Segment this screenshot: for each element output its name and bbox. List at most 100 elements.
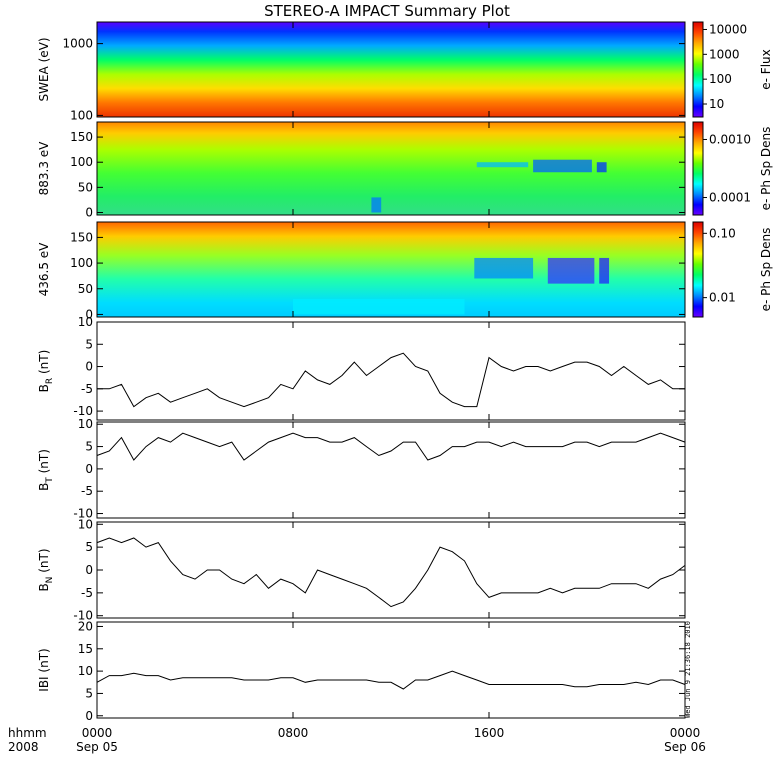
y-axis-label-sub: T	[45, 477, 55, 484]
y-tick-label: 100	[70, 155, 93, 169]
x-tick-sublabel: Sep 05	[76, 740, 118, 754]
panel-frame	[96, 521, 686, 619]
y-axis-label: 883.3 eV	[37, 141, 51, 196]
heatmap-patch	[476, 162, 529, 168]
panel-4: -10 -5 0 5 10 BR (nT)	[37, 315, 686, 421]
series-line	[96, 432, 686, 461]
y-axis-label-main: 883.3 eV	[37, 141, 51, 196]
series-line	[96, 537, 686, 608]
y-tick-label: 0	[85, 462, 93, 476]
y-tick-label: 5	[85, 440, 93, 454]
y-tick-label: 10	[78, 517, 93, 531]
panel-2: 0.0001 0.0010 e- Ph Sp Dens 0 50 100 150 883.3 …	[37, 121, 773, 219]
y-tick-label: 100	[70, 108, 93, 122]
panel-frame	[96, 421, 686, 519]
y-tick-label: -5	[81, 382, 93, 396]
y-axis-label: SWEA (eV)	[37, 37, 51, 101]
y-tick-label: 5	[85, 337, 93, 351]
y-axis-label-unit: (nT)	[37, 548, 51, 576]
time-axis-row-label: 2008	[8, 740, 39, 754]
y-axis-label: 436.5 eV	[37, 242, 51, 297]
x-tick-label: 0000	[82, 726, 113, 740]
y-axis-label-main: B	[37, 583, 51, 591]
x-tick-label: 1600	[474, 726, 505, 740]
heatmap-patch	[547, 257, 595, 284]
colorbar-label: e- Ph Sp Dens	[759, 228, 773, 312]
y-axis-label-main: B	[37, 384, 51, 392]
y-tick-label: 5	[85, 540, 93, 554]
colorbar	[692, 221, 704, 318]
colorbar-tick-label: 0.0001	[709, 191, 751, 205]
heatmap-patch	[599, 257, 610, 284]
y-tick-label: 0	[85, 360, 93, 374]
y-axis-label: BT (nT)	[37, 449, 55, 491]
y-axis-label-sub: R	[45, 378, 55, 384]
y-axis-label-unit: (nT)	[37, 648, 51, 676]
panel-frame	[96, 321, 686, 421]
y-tick-label: 150	[70, 130, 93, 144]
x-tick-label: 0800	[278, 726, 309, 740]
y-tick-label: -10	[73, 507, 93, 521]
y-tick-label: 150	[70, 230, 93, 244]
y-tick-label: 5	[85, 686, 93, 700]
heatmap-patch	[371, 197, 382, 213]
panel-7: 0 5 10 15 20 IBI (nT)	[37, 619, 686, 723]
y-tick-label: -5	[81, 586, 93, 600]
y-tick-label: -5	[81, 484, 93, 498]
colorbar-tick-label: 100	[709, 72, 732, 86]
y-tick-label: 50	[78, 282, 93, 296]
y-tick-label: -10	[73, 609, 93, 623]
y-tick-label: 1000	[62, 37, 93, 51]
y-axis-label-sub: N	[45, 577, 55, 584]
colorbar-label: e- Flux	[759, 49, 773, 89]
y-axis-label: IBI (nT)	[37, 648, 51, 691]
heatmap-patch	[533, 159, 592, 173]
series-line	[96, 670, 686, 690]
y-tick-label: -10	[73, 404, 93, 418]
heatmap-patch	[293, 299, 465, 315]
colorbar-tick-label: 1000	[709, 47, 740, 61]
y-axis-label-main: SWEA (eV)	[37, 37, 51, 101]
panel-frame	[96, 221, 686, 318]
y-axis-label-main: B	[37, 483, 51, 491]
y-tick-label: 50	[78, 180, 93, 194]
y-tick-label: 0	[85, 709, 93, 723]
panel-3: 0.01 0.10 e- Ph Sp Dens 0 50 100 150 436.5 eV	[37, 221, 773, 321]
y-tick-label: 0	[85, 205, 93, 219]
colorbar	[692, 21, 704, 118]
colorbar-tick-label: 0.0010	[709, 132, 751, 146]
y-tick-label: 15	[78, 642, 93, 656]
heatmap-patch	[474, 257, 534, 279]
colorbar-label: e- Ph Sp Dens	[759, 127, 773, 211]
y-tick-label: 100	[70, 256, 93, 270]
y-tick-label: 10	[78, 315, 93, 329]
colorbar-tick-label: 10000	[709, 22, 747, 36]
y-axis-label-unit: (nT)	[37, 350, 51, 378]
heatmap-patch	[596, 162, 607, 173]
panel-frame	[96, 621, 686, 719]
panel-frame	[96, 21, 686, 118]
panel-frame	[96, 121, 686, 216]
y-tick-label: 10	[78, 664, 93, 678]
y-axis-label-main: IBI	[37, 676, 51, 691]
x-tick-sublabel: Sep 06	[664, 740, 706, 754]
panel-6: -10 -5 0 5 10 BN (nT)	[37, 517, 686, 623]
y-axis-label-unit: (nT)	[37, 449, 51, 477]
series-line	[97, 352, 685, 408]
heatmap-fill	[97, 22, 685, 117]
colorbar-tick-label: 0.01	[709, 291, 736, 305]
y-axis-label: BN (nT)	[37, 548, 55, 591]
y-tick-label: 20	[78, 619, 93, 633]
x-tick-label: 0000	[670, 726, 701, 740]
y-axis-label: BR (nT)	[37, 350, 55, 393]
date-stamp: Wed Jun 9 21:36:18 2010	[684, 621, 692, 718]
y-axis-label-main: 436.5 eV	[37, 242, 51, 297]
time-axis-row-label: hhmm	[8, 726, 47, 740]
y-tick-label: 0	[85, 307, 93, 321]
panel-1: 10 100 1000 10000 e- Flux 100 1000 SWEA (eV)	[37, 21, 773, 122]
y-tick-label: 10	[78, 417, 93, 431]
y-tick-label: 0	[85, 563, 93, 577]
